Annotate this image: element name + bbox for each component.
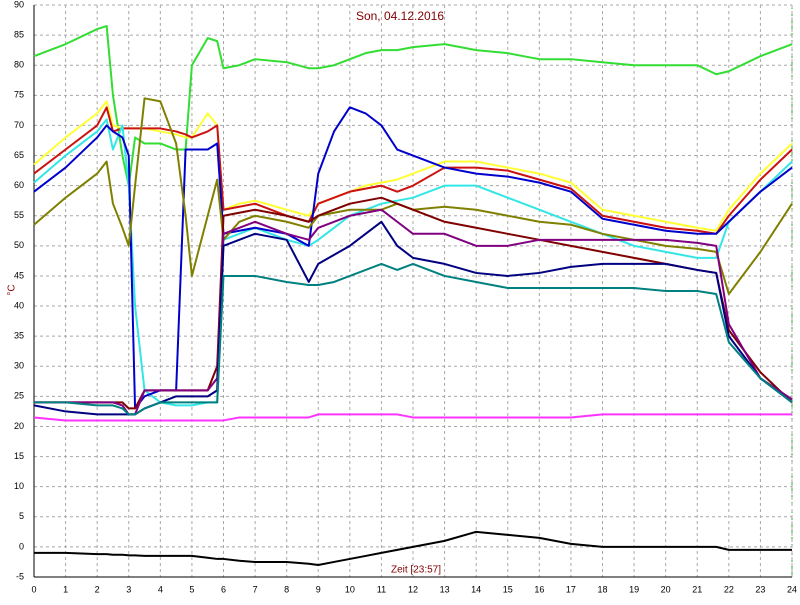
x-tick-label: 7 (253, 584, 258, 594)
x-tick-label: 23 (755, 584, 765, 594)
y-axis-label: °C (7, 284, 18, 295)
x-tick-label: 18 (597, 584, 607, 594)
series-line (33, 106, 793, 410)
series-line (33, 413, 792, 422)
x-tick-label: 4 (158, 584, 163, 594)
y-tick-label: -5 (16, 571, 24, 581)
y-tick-label: 55 (14, 210, 24, 220)
y-tick-label: 85 (14, 29, 24, 39)
chart-title: Son, 04.12.2016 (356, 9, 444, 23)
x-tick-label: 12 (408, 584, 418, 594)
x-tick-label: 13 (440, 584, 450, 594)
x-tick-label: 17 (566, 584, 576, 594)
x-tick-label: 5 (189, 584, 194, 594)
x-axis-label: Zeit [23:57] (391, 565, 441, 576)
x-tick-label: 10 (345, 584, 355, 594)
y-tick-label: 15 (14, 451, 24, 461)
x-tick-label: 1 (63, 584, 68, 594)
x-tick-label: 19 (629, 584, 639, 594)
x-tick-label: 20 (661, 584, 671, 594)
y-tick-label: 90 (14, 0, 24, 9)
y-tick-label: 70 (14, 120, 24, 130)
x-tick-label: 6 (221, 584, 226, 594)
x-tick-label: 16 (534, 584, 544, 594)
x-tick-label: 15 (503, 584, 513, 594)
x-tick-label: 0 (31, 584, 36, 594)
y-tick-label: 25 (14, 391, 24, 401)
series-line (34, 196, 793, 410)
x-tick-label: 11 (377, 584, 386, 594)
y-tick-label: 60 (14, 180, 24, 190)
y-tick-label: 10 (14, 481, 24, 491)
y-tick-label: 35 (14, 331, 24, 341)
x-tick-label: 9 (316, 584, 321, 594)
series-line (33, 97, 793, 296)
y-tick-label: 45 (14, 270, 24, 280)
series-line (34, 262, 793, 416)
x-tick-label: 24 (787, 584, 797, 594)
series-line (33, 25, 793, 187)
x-tick-label: 3 (126, 584, 131, 594)
x-tick-label: 22 (724, 584, 734, 594)
y-tick-label: 5 (19, 511, 24, 521)
y-tick-label: 0 (19, 541, 24, 551)
y-tick-label: 80 (14, 60, 24, 70)
x-tick-label: 21 (692, 584, 702, 594)
y-tick-label: 40 (14, 300, 24, 310)
y-tick-label: 65 (14, 150, 24, 160)
series-line (34, 530, 792, 566)
y-tick-label: 20 (14, 421, 24, 431)
y-tick-label: 30 (14, 361, 24, 371)
x-tick-label: 14 (471, 584, 481, 594)
y-tick-label: 75 (14, 90, 24, 100)
y-tick-label: 50 (14, 240, 24, 250)
x-tick-label: 2 (95, 584, 100, 594)
x-tick-label: 8 (284, 584, 289, 594)
